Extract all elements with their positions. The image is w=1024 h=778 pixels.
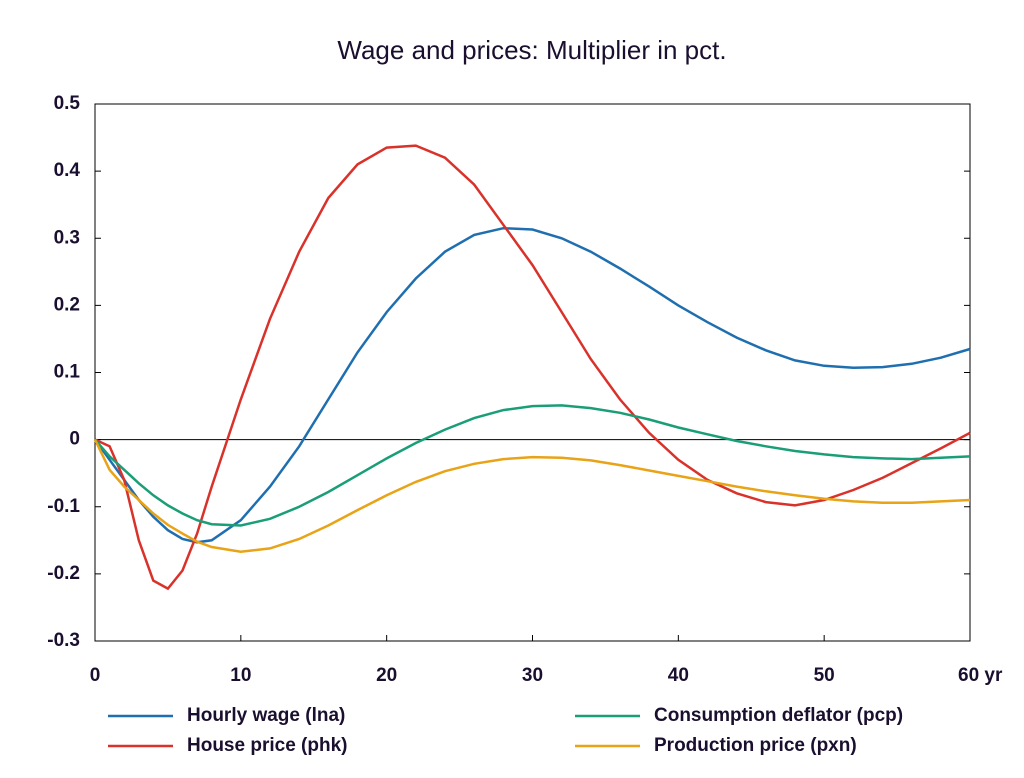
x-tick-label: 60 yr [958,665,1003,686]
y-tick-label: -0.2 [47,563,80,584]
legend-label: Production price (pxn) [654,735,857,756]
series-line [94,404,971,527]
legend-label: Hourly wage (lna) [187,705,345,726]
legend-label: House price (phk) [187,735,347,756]
series-line [93,439,971,553]
x-tick-label: 30 [522,665,543,686]
y-tick-label: -0.3 [47,630,80,651]
series-line [94,144,971,591]
y-tick-label: -0.1 [47,496,80,517]
y-tick-label: 0.5 [54,93,81,114]
y-tick-label: 0.1 [54,362,81,383]
x-tick-label: 50 [814,665,835,686]
x-tick-label: 10 [230,665,251,686]
y-tick-label: 0.4 [54,160,81,181]
y-tick-label: 0.3 [54,227,80,248]
legend-label: Consumption deflator (pcp) [654,705,903,726]
y-tick-label: 0 [69,429,80,450]
x-tick-label: 20 [376,665,397,686]
y-tick-label: 0.2 [54,294,80,315]
x-tick-label: 40 [668,665,689,686]
x-tick-label: 0 [90,665,101,686]
series-line [93,226,971,544]
plot-frame [94,103,971,642]
chart-title: Wage and prices: Multiplier in pct. [337,35,726,65]
